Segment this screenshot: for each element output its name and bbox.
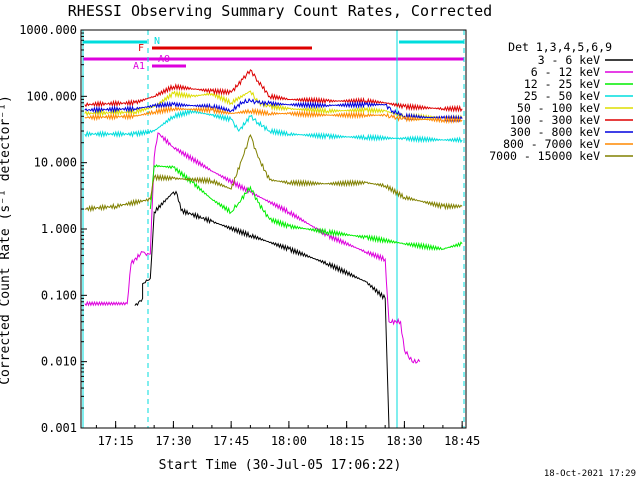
x-tick-label: 17:45 (213, 434, 249, 448)
series-line-7 (84, 105, 463, 125)
y-axis: 1000.000 100.000 10.000 1.000 0.100 0.010 0.00… (19, 23, 87, 435)
y-tick-label: 1000.000 (19, 23, 77, 37)
legend-label: 6 - 12 keV (531, 65, 600, 79)
series-line-1 (84, 132, 421, 364)
y-tick-label: 100.000 (26, 89, 77, 103)
flag-label-n: N (154, 36, 160, 47)
chart-title: RHESSI Observing Summary Count Rates, Co… (68, 2, 492, 20)
legend-label: 50 - 100 keV (517, 101, 600, 115)
y-tick-label: 0.010 (41, 355, 77, 369)
x-tick-label: 18:15 (329, 434, 365, 448)
x-tick-label: 18:00 (271, 434, 307, 448)
flag-label-a1: A1 (133, 61, 145, 72)
plot-frame (80, 29, 467, 429)
x-tick-label: 18:45 (444, 434, 480, 448)
series-line-8 (84, 134, 463, 213)
series-line-0 (134, 190, 390, 429)
y-tick-label: 0.001 (41, 421, 77, 435)
flag-label-ao: AO (158, 54, 170, 65)
x-tick-label: 17:30 (155, 434, 191, 448)
y-axis-label: Corrected Count Rate (s⁻¹ detector⁻¹) (0, 95, 13, 385)
series-line-5 (84, 69, 463, 113)
observing-flags: N F AO A1 (83, 36, 464, 72)
x-axis-label: Start Time (30-Jul-05 17:06:22) (159, 458, 402, 473)
series-line-2 (149, 164, 463, 252)
legend-label: 3 - 6 keV (538, 53, 600, 67)
series-layer (84, 69, 463, 429)
y-tick-label: 10.000 (34, 156, 77, 170)
legend-label: 100 - 300 keV (510, 113, 600, 127)
x-axis: 17:15 17:30 17:45 18:00 18:15 18:30 18:45 (95, 421, 480, 448)
legend-label: 300 - 800 keV (510, 125, 600, 139)
series-line-6 (84, 97, 463, 123)
legend-label: 12 - 25 keV (524, 77, 600, 91)
y-tick-label: 1.000 (41, 222, 77, 236)
legend-label: 7000 - 15000 keV (489, 149, 600, 163)
x-tick-label: 18:30 (386, 434, 422, 448)
time-markers (82, 30, 465, 428)
series-line-3 (84, 108, 463, 144)
legend-label: 800 - 7000 keV (503, 137, 600, 151)
y-tick-label: 0.100 (41, 288, 77, 302)
date-stamp: 18-Oct-2021 17:29 (544, 469, 636, 479)
legend-label: 25 - 50 keV (524, 89, 600, 103)
flag-label-f: F (138, 43, 144, 54)
legend-title: Det 1,3,4,5,6,9 (508, 40, 612, 54)
x-tick-label: 17:15 (98, 434, 134, 448)
